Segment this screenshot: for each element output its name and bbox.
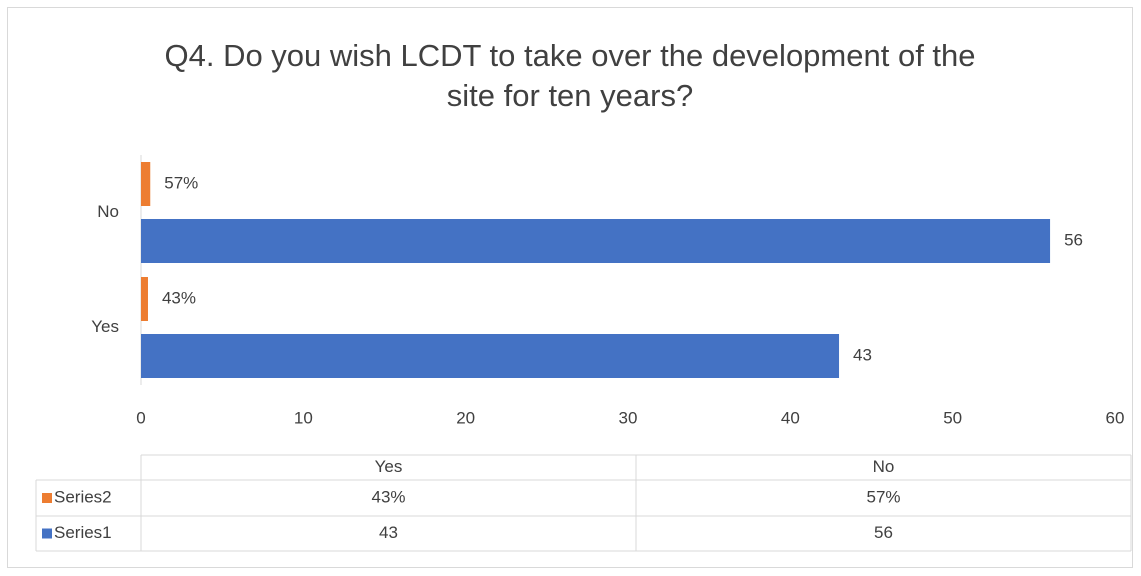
table-header: No xyxy=(873,457,895,476)
data-label: 43% xyxy=(162,288,196,307)
legend-key xyxy=(42,493,52,503)
bar xyxy=(141,334,840,378)
table-cell: 43 xyxy=(379,523,398,542)
chart-border xyxy=(7,7,1133,568)
bar xyxy=(141,277,148,321)
table-cell: 56 xyxy=(874,523,893,542)
x-tick-label: 20 xyxy=(456,408,475,427)
data-label: 56 xyxy=(1064,230,1083,249)
x-tick-label: 40 xyxy=(781,408,800,427)
chart-title: Q4. Do you wish LCDT to take over the de… xyxy=(164,38,976,113)
legend-label: Series2 xyxy=(54,487,112,506)
legend-label: Series1 xyxy=(54,523,112,542)
x-tick-label: 10 xyxy=(294,408,313,427)
table-cell: 57% xyxy=(866,487,900,506)
x-tick-label: 30 xyxy=(619,408,638,427)
data-label: 43 xyxy=(853,345,872,364)
y-tick-label: Yes xyxy=(91,317,119,336)
x-tick-label: 0 xyxy=(136,408,145,427)
bar xyxy=(141,219,1051,263)
data-label: 57% xyxy=(164,173,198,192)
legend-key xyxy=(42,528,52,539)
y-tick-label: No xyxy=(97,202,119,221)
x-tick-label: 50 xyxy=(943,408,962,427)
bar xyxy=(141,162,151,206)
table-header: Yes xyxy=(375,457,403,476)
table-cell: 43% xyxy=(371,487,405,506)
x-tick-label: 60 xyxy=(1106,408,1125,427)
